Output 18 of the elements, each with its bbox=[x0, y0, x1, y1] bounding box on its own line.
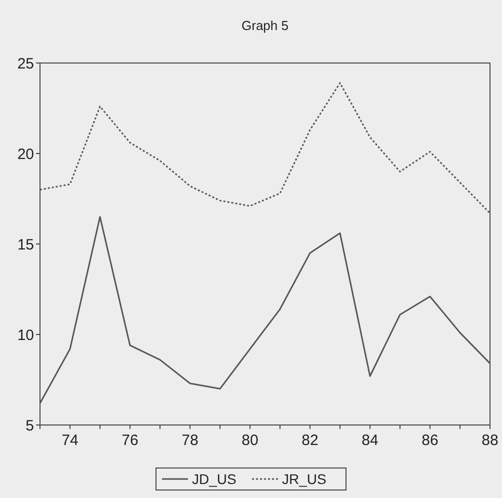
line-series bbox=[39, 216, 491, 404]
chart-title: Graph 5 bbox=[242, 18, 288, 33]
x-tick-label: 82 bbox=[302, 432, 318, 449]
x-tick-label: 74 bbox=[62, 432, 78, 449]
x-tick-label: 76 bbox=[122, 432, 138, 449]
x-tick-label: 80 bbox=[242, 432, 258, 449]
line-series bbox=[39, 82, 491, 214]
x-tick-label: 84 bbox=[362, 432, 378, 449]
x-tick-label: 88 bbox=[482, 432, 498, 449]
y-tick-label: 5 bbox=[26, 417, 34, 434]
legend-label: JD_US bbox=[192, 470, 236, 487]
y-tick-label: 20 bbox=[17, 146, 34, 163]
y-tick-label: 10 bbox=[17, 326, 34, 344]
x-tick-label: 78 bbox=[182, 432, 198, 449]
legend-label: JR_US bbox=[282, 470, 326, 487]
y-tick-label: 25 bbox=[17, 55, 34, 72]
x-tick-label: 86 bbox=[422, 432, 438, 449]
y-tick-label: 15 bbox=[17, 236, 34, 254]
